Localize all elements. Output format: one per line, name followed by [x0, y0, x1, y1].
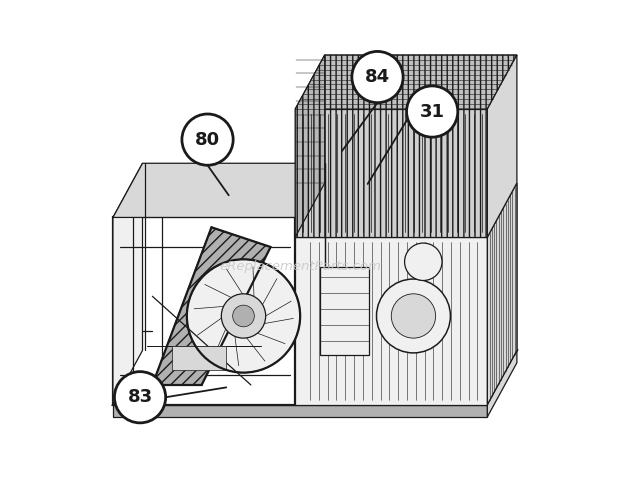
Polygon shape	[487, 350, 517, 417]
Circle shape	[352, 51, 403, 103]
Polygon shape	[113, 163, 325, 217]
Polygon shape	[487, 183, 517, 405]
Text: eReplacementParts.com: eReplacementParts.com	[219, 260, 381, 273]
Polygon shape	[295, 109, 487, 237]
Polygon shape	[295, 55, 517, 109]
Polygon shape	[295, 55, 325, 237]
Polygon shape	[113, 405, 487, 417]
Text: 83: 83	[128, 388, 153, 406]
Circle shape	[405, 243, 442, 281]
Circle shape	[115, 371, 166, 423]
Circle shape	[376, 279, 450, 353]
Text: 80: 80	[195, 130, 220, 149]
Circle shape	[232, 305, 254, 327]
Polygon shape	[320, 267, 369, 355]
Polygon shape	[113, 217, 295, 405]
Polygon shape	[295, 237, 487, 405]
Circle shape	[221, 294, 265, 338]
Circle shape	[407, 86, 458, 137]
Circle shape	[182, 114, 233, 165]
Wedge shape	[187, 259, 300, 372]
Polygon shape	[487, 55, 517, 237]
Text: 84: 84	[365, 68, 390, 86]
Polygon shape	[113, 350, 517, 405]
Circle shape	[391, 294, 436, 338]
Text: 31: 31	[420, 103, 445, 121]
Polygon shape	[172, 345, 226, 370]
Polygon shape	[113, 163, 143, 405]
Polygon shape	[153, 227, 270, 385]
